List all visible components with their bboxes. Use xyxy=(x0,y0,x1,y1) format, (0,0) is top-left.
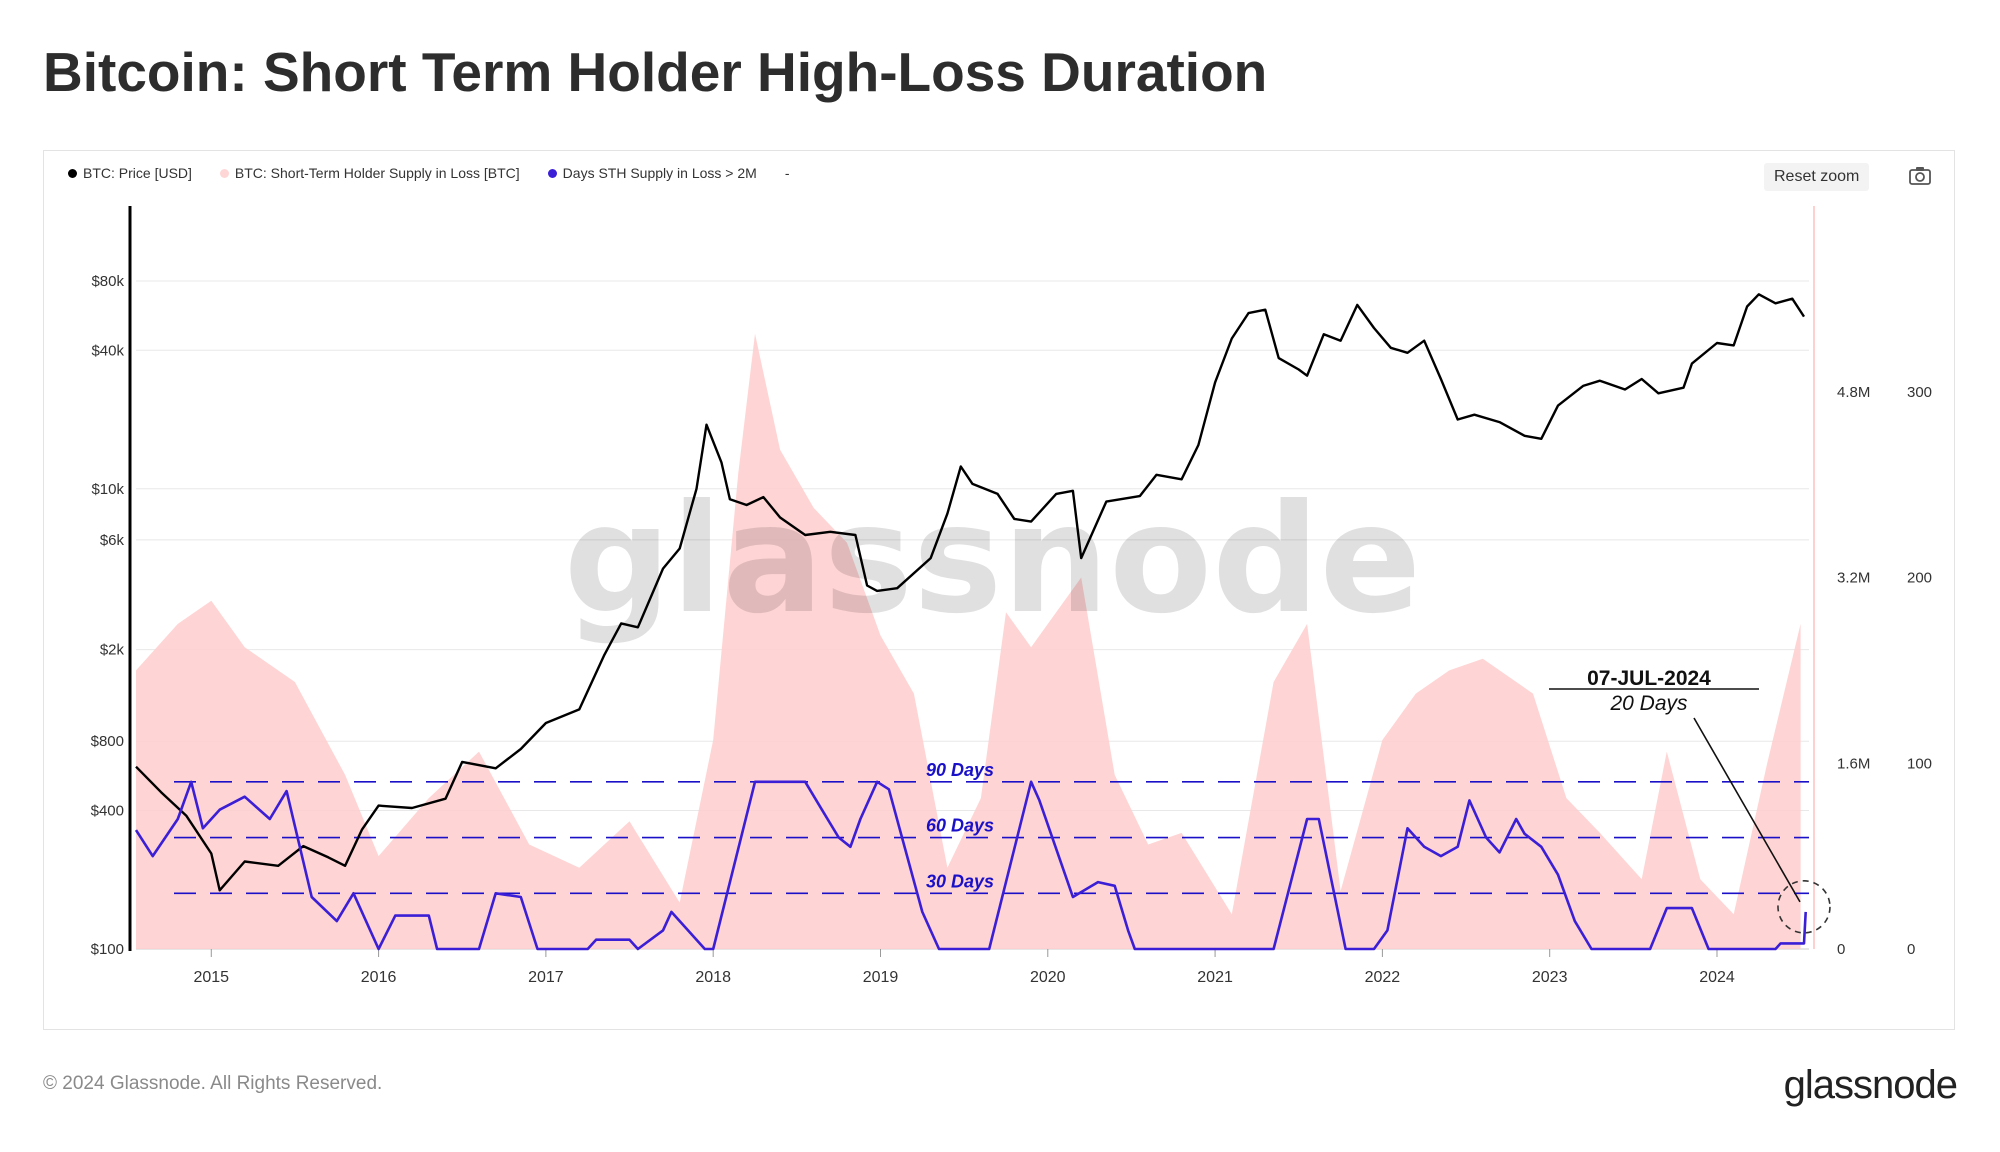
y-right-tick-label: 300 xyxy=(1907,384,1932,401)
y-mid-tick-label: 0 xyxy=(1837,941,1845,958)
camera-icon[interactable] xyxy=(1907,163,1933,189)
x-tick-label: 2024 xyxy=(1699,969,1735,986)
y-left-tick-label: $10k xyxy=(91,481,124,498)
y-mid-tick-label: 1.6M xyxy=(1837,755,1870,772)
annotation-date: 07-JUL-2024 xyxy=(1587,667,1711,690)
y-left-tick-label: $800 xyxy=(91,733,124,750)
reset-zoom-button[interactable]: Reset zoom xyxy=(1764,163,1870,191)
watermark: glassnode xyxy=(564,473,1422,647)
annotation-pointer xyxy=(1693,717,1801,903)
y-left-tick-label: $400 xyxy=(91,802,124,819)
y-right-tick-label: 100 xyxy=(1907,755,1932,772)
legend-dot-supply xyxy=(219,168,229,178)
y-right-tick-label: 0 xyxy=(1907,941,1915,958)
y-left-tick-label: $40k xyxy=(91,342,124,359)
copyright-footer: © 2024 Glassnode. All Rights Reserved. xyxy=(43,1073,383,1094)
chart-legend: BTC: Price [USD] BTC: Short-Term Holder … xyxy=(68,165,789,181)
x-tick-label: 2022 xyxy=(1365,969,1401,986)
series-supply-area xyxy=(136,333,1801,949)
chart-svg: $80k $40k $10k $6k $2k $800 $400 $100 4.8M 3.2M 1.… xyxy=(91,206,1932,986)
legend-dot-days xyxy=(547,168,557,178)
legend-label-supply: BTC: Short-Term Holder Supply in Loss [B… xyxy=(234,165,520,181)
legend-item-price[interactable]: BTC: Price [USD] xyxy=(68,165,192,181)
annotation-circle xyxy=(1777,880,1831,934)
x-tick-label: 2017 xyxy=(528,969,564,986)
x-tick-label: 2015 xyxy=(193,969,229,986)
x-tick-label: 2018 xyxy=(695,969,731,986)
x-tick-label: 2023 xyxy=(1532,969,1568,986)
x-tick-label: 2016 xyxy=(361,969,397,986)
x-tick-label: 2020 xyxy=(1030,969,1066,986)
chart-panel: BTC: Price [USD] BTC: Short-Term Holder … xyxy=(43,150,1955,1030)
brand-logo: glassnode xyxy=(1783,1063,1958,1107)
legend-label-dash: - xyxy=(784,165,790,181)
x-tick-label: 2021 xyxy=(1197,969,1233,986)
x-tick-label: 2019 xyxy=(863,969,899,986)
reference-line-label: 60 Days xyxy=(926,816,994,836)
legend-label-days: Days STH Supply in Loss > 2M xyxy=(562,165,757,181)
y-right-tick-label: 200 xyxy=(1907,570,1932,587)
y-left-tick-label: $80k xyxy=(91,273,124,290)
y-mid-tick-label: 3.2M xyxy=(1837,570,1870,587)
legend-item-dash[interactable]: - xyxy=(785,165,790,181)
y-left-tick-label: $2k xyxy=(100,642,125,659)
legend-item-days[interactable]: Days STH Supply in Loss > 2M xyxy=(547,165,757,181)
legend-dot-price xyxy=(68,168,77,178)
page-title: Bitcoin: Short Term Holder High-Loss Dur… xyxy=(43,41,1268,103)
y-left-tick-label: $100 xyxy=(91,941,124,958)
reference-line-label: 90 Days xyxy=(926,760,994,780)
series-price-line xyxy=(135,293,1806,892)
legend-label-price: BTC: Price [USD] xyxy=(83,165,192,181)
series-days-line xyxy=(134,780,1807,951)
y-mid-tick-label: 4.8M xyxy=(1837,384,1870,401)
annotation-text: 20 Days xyxy=(1609,692,1688,715)
legend-item-supply[interactable]: BTC: Short-Term Holder Supply in Loss [B… xyxy=(219,165,520,181)
y-left-tick-label: $6k xyxy=(100,532,125,549)
reference-line-label: 30 Days xyxy=(926,871,994,891)
